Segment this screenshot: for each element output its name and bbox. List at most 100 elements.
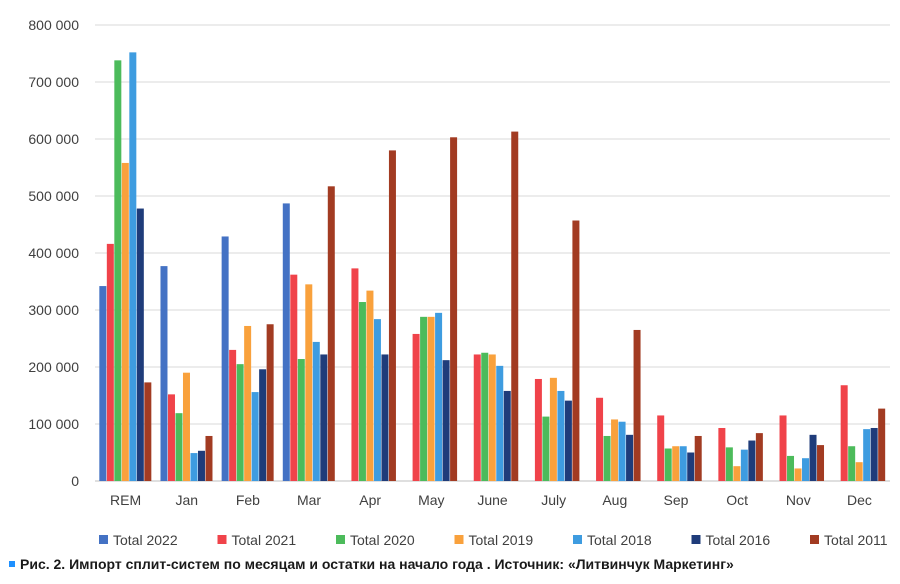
- bar: [748, 440, 756, 481]
- legend-label: Total 2021: [232, 532, 297, 548]
- bars: [99, 52, 886, 482]
- y-tick-label: 300 000: [28, 302, 79, 318]
- y-axis-tick-labels: 0 100 000 200 000 300 000 400 000 500 000 600 …: [28, 17, 79, 489]
- y-tick-label: 200 000: [28, 359, 79, 375]
- bar: [358, 302, 366, 481]
- x-tick-label: Jan: [175, 492, 198, 508]
- bar: [251, 392, 259, 481]
- bar: [633, 329, 641, 481]
- bar: [740, 449, 748, 481]
- bar: [503, 390, 511, 481]
- bar: [244, 325, 252, 481]
- bar: [297, 359, 305, 481]
- bar: [435, 312, 443, 481]
- legend: Total 2022 Total 2021 Total 2020 Total 2019…: [99, 532, 888, 548]
- bar: [549, 377, 557, 481]
- bar: [794, 468, 802, 481]
- bar: [99, 286, 107, 481]
- bar: [542, 416, 550, 481]
- bar: [534, 378, 542, 481]
- bar: [473, 354, 481, 481]
- legend-label: Total 2016: [706, 532, 771, 548]
- x-tick-label: Oct: [726, 492, 748, 508]
- bar: [694, 435, 702, 481]
- bar: [488, 354, 496, 481]
- bar: [373, 319, 381, 481]
- y-tick-label: 800 000: [28, 17, 79, 33]
- bar: [167, 394, 175, 481]
- x-tick-label: Dec: [847, 492, 872, 508]
- bar: [564, 400, 572, 481]
- bar: [779, 415, 787, 481]
- x-tick-label: Feb: [236, 492, 260, 508]
- bar: [182, 372, 190, 481]
- x-tick-label: June: [477, 492, 508, 508]
- bar: [687, 452, 695, 481]
- bar: [136, 208, 144, 482]
- y-tick-label: 0: [71, 473, 79, 489]
- y-tick-label: 500 000: [28, 188, 79, 204]
- bar: [427, 316, 435, 481]
- bar: [320, 354, 328, 481]
- legend-label: Total 2020: [350, 532, 415, 548]
- bar: [755, 433, 763, 481]
- bar: [870, 427, 878, 481]
- bar: [305, 284, 313, 481]
- bar-chart: 0 100 000 200 000 300 000 400 000 500 000 600 …: [28, 17, 890, 548]
- bar: [718, 427, 726, 481]
- bar: [657, 415, 665, 481]
- legend-swatch: [573, 535, 582, 544]
- x-axis-tick-labels: REM Jan Feb Mar Apr May June July Aug Sep Oct Nov De…: [110, 492, 872, 508]
- x-tick-label: Apr: [359, 492, 381, 508]
- bar: [596, 397, 604, 481]
- y-tick-label: 700 000: [28, 74, 79, 90]
- caption-text: Рис. 2. Импорт сплит-систем по месяцам и…: [20, 556, 734, 572]
- bar: [351, 268, 359, 481]
- y-tick-label: 600 000: [28, 131, 79, 147]
- caption-bullet-icon: [9, 561, 15, 567]
- bar: [312, 341, 320, 481]
- bar: [672, 446, 680, 481]
- bar: [511, 131, 519, 481]
- bar: [817, 445, 825, 481]
- legend-label: Total 2022: [113, 532, 178, 548]
- x-tick-label: May: [418, 492, 444, 508]
- bar: [878, 408, 886, 481]
- y-tick-label: 100 000: [28, 416, 79, 432]
- bar: [679, 446, 687, 481]
- bar: [229, 349, 237, 481]
- bar: [236, 364, 244, 481]
- bar: [290, 274, 298, 481]
- bar: [787, 455, 795, 481]
- bar: [481, 352, 489, 481]
- bar: [450, 137, 458, 482]
- bar: [802, 458, 810, 481]
- bar: [664, 448, 672, 481]
- x-tick-label: Sep: [664, 492, 689, 508]
- bar: [106, 243, 114, 481]
- bar: [496, 365, 504, 481]
- bar: [121, 162, 129, 481]
- bar: [282, 203, 290, 481]
- bar: [327, 186, 335, 481]
- bar: [442, 360, 450, 481]
- bar: [863, 429, 871, 481]
- bar: [420, 316, 428, 481]
- bar: [197, 450, 205, 481]
- y-tick-label: 400 000: [28, 245, 79, 261]
- legend-swatch: [454, 535, 464, 544]
- bar: [840, 385, 848, 481]
- bar: [572, 220, 580, 481]
- bar: [733, 466, 741, 481]
- bar: [144, 382, 152, 481]
- bar: [611, 419, 619, 481]
- legend-label: Total 2018: [587, 532, 652, 548]
- bar: [557, 390, 565, 481]
- legend-swatch: [217, 535, 227, 544]
- x-tick-label: Aug: [602, 492, 627, 508]
- bar: [855, 462, 863, 481]
- bar: [266, 324, 274, 481]
- bar: [809, 434, 817, 481]
- legend-label: Total 2019: [469, 532, 534, 548]
- legend-swatch: [691, 535, 701, 544]
